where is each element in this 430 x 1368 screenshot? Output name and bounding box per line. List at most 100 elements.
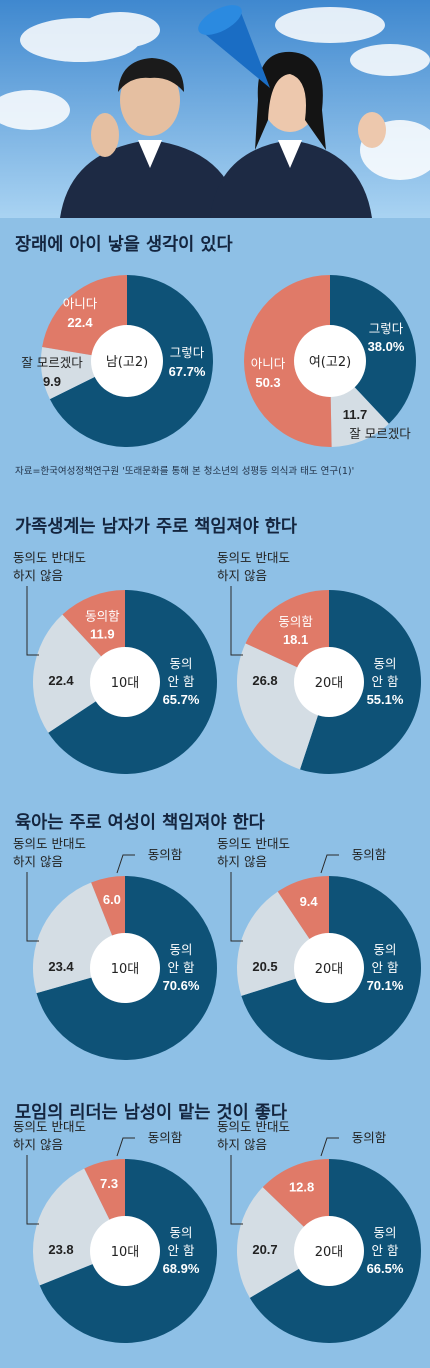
- clouds: [0, 7, 430, 180]
- center-label: 10대: [111, 1245, 140, 1260]
- center-label: 여(고2): [309, 355, 351, 370]
- label-neutral: 하지 않음: [217, 1137, 267, 1152]
- megaphone: [198, 5, 270, 88]
- label-disagree: 안 함: [372, 1243, 399, 1258]
- donut-hole: [294, 933, 364, 1003]
- donut-hole: [90, 933, 160, 1003]
- value-disagree: 68.9%: [163, 1261, 200, 1276]
- label-disagree: 동의: [169, 942, 192, 957]
- leader-line-agree: [116, 854, 135, 874]
- value-unsure: 11.7: [343, 407, 368, 422]
- label-neutral: 동의도 반대도: [13, 1119, 86, 1134]
- center-label: 10대: [111, 962, 140, 977]
- label-disagree: 안 함: [372, 960, 399, 975]
- label-neutral: 하지 않음: [217, 854, 267, 869]
- leader-line-neutral: [230, 1155, 243, 1225]
- leader-line-agree: [116, 1137, 135, 1157]
- slice-yes: [330, 275, 416, 424]
- label-disagree: 안 함: [168, 960, 195, 975]
- label-disagree: 동의: [169, 656, 192, 671]
- slice-no: [243, 275, 332, 448]
- donut-chart: [40, 275, 213, 448]
- value-unsure: 9.9: [43, 374, 61, 389]
- value-agree: 12.8: [289, 1180, 314, 1195]
- source-note: 자료=한국여성정책연구원 '또래문화를 통해 본 청소년의 성평등 의식과 태도…: [15, 465, 354, 477]
- leader-line-neutral: [230, 586, 243, 656]
- label-disagree: 동의: [373, 656, 396, 671]
- leader-line-neutral: [26, 586, 39, 656]
- donut-hole: [294, 1216, 364, 1286]
- label-disagree: 동의: [373, 942, 396, 957]
- label-unsure: 잘 모르겠다: [349, 426, 411, 441]
- student-left: [60, 58, 240, 218]
- label-yes: 그렇다: [170, 345, 205, 360]
- value-disagree: 70.1%: [367, 978, 404, 993]
- donut-hole: [90, 1216, 160, 1286]
- label-agree: 동의함: [352, 1130, 387, 1145]
- value-yes: 38.0%: [368, 339, 405, 354]
- center-label: 10대: [111, 676, 140, 691]
- center-label: 20대: [315, 962, 344, 977]
- value-agree: 9.4: [300, 894, 319, 909]
- label-no: 아니다: [63, 296, 98, 311]
- center-label: 20대: [315, 676, 344, 691]
- label-disagree: 안 함: [168, 1243, 195, 1258]
- label-neutral: 하지 않음: [13, 1137, 63, 1152]
- label-unsure: 잘 모르겠다: [21, 355, 83, 370]
- label-no: 아니다: [251, 356, 286, 371]
- value-disagree: 55.1%: [367, 692, 404, 707]
- section-title: 가족생계는 남자가 주로 책임져야 한다: [15, 516, 297, 537]
- student-right: [210, 51, 386, 218]
- label-agree: 동의함: [278, 614, 313, 629]
- leader-line-neutral: [26, 872, 39, 942]
- label-agree: 동의함: [148, 847, 183, 862]
- label-disagree: 안 함: [372, 674, 399, 689]
- donut-chart: [230, 854, 421, 1060]
- section-title: 육아는 주로 여성이 책임져야 한다: [15, 812, 265, 833]
- value-no: 50.3: [255, 375, 280, 390]
- section-title: 장래에 아이 낳을 생각이 있다: [15, 235, 233, 255]
- donut-chart: [26, 854, 217, 1060]
- leader-line-neutral: [26, 1155, 39, 1225]
- value-neutral: 20.5: [252, 959, 277, 974]
- hero-photo: [0, 0, 430, 218]
- label-yes: 그렇다: [369, 321, 404, 336]
- label-disagree: 동의: [169, 1225, 192, 1240]
- label-disagree: 안 함: [168, 674, 195, 689]
- label-neutral: 하지 않음: [13, 854, 63, 869]
- donut-hole: [294, 647, 364, 717]
- donut-chart: [243, 275, 416, 448]
- label-neutral: 하지 않음: [13, 568, 63, 583]
- section-title: 모임의 리더는 남성이 맡는 것이 좋다: [15, 1102, 287, 1123]
- value-neutral: 23.4: [48, 959, 74, 974]
- donut-hole: [91, 325, 163, 397]
- donut-chart: [230, 586, 421, 774]
- leader-line-agree: [320, 1137, 339, 1157]
- value-agree: 6.0: [103, 892, 121, 907]
- value-no: 22.4: [67, 315, 93, 330]
- slice-neutral: [33, 614, 125, 733]
- value-neutral: 22.4: [48, 673, 74, 688]
- value-neutral: 26.8: [252, 673, 277, 688]
- label-agree: 동의함: [148, 1130, 183, 1145]
- value-yes: 67.7%: [169, 364, 206, 379]
- center-label: 남(고2): [106, 355, 148, 370]
- value-agree: 18.1: [283, 632, 308, 647]
- donut-chart: [230, 1137, 421, 1343]
- label-disagree: 동의: [373, 1225, 396, 1240]
- value-disagree: 66.5%: [367, 1261, 404, 1276]
- leader-line-agree: [320, 854, 339, 874]
- value-agree: 11.9: [90, 626, 115, 641]
- value-disagree: 65.7%: [163, 692, 200, 707]
- label-neutral: 동의도 반대도: [217, 550, 290, 565]
- leader-line-neutral: [230, 872, 243, 942]
- value-disagree: 70.6%: [163, 978, 200, 993]
- label-neutral: 동의도 반대도: [217, 1119, 290, 1134]
- slice-neutral: [236, 1187, 329, 1298]
- donut-chart: [26, 586, 218, 775]
- donut-hole: [294, 325, 366, 397]
- label-neutral: 동의도 반대도: [217, 836, 290, 851]
- label-neutral: 하지 않음: [217, 568, 267, 583]
